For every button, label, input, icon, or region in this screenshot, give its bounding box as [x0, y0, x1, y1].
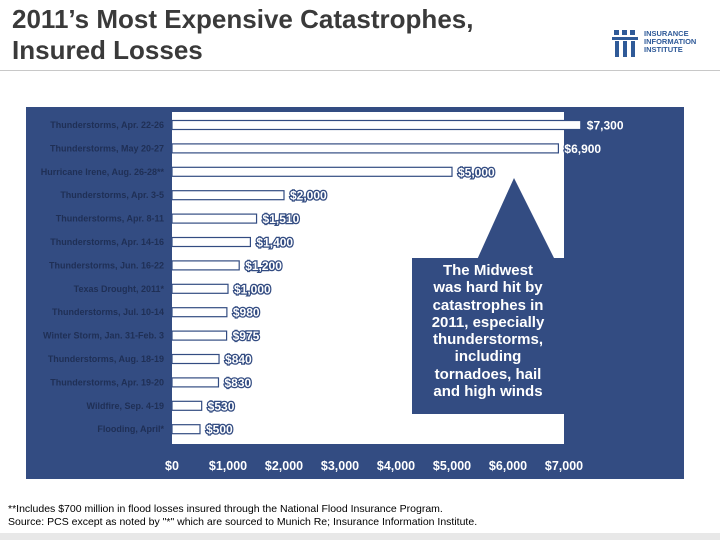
- slide-title: 2011’s Most Expensive Catastrophes, Insu…: [12, 4, 473, 66]
- bar: [171, 400, 203, 411]
- category-label: Wildfire, Sep. 4-19: [87, 401, 164, 411]
- bar: [171, 377, 220, 388]
- category-label: Thunderstorms, Apr. 14-16: [50, 237, 164, 247]
- bar: [171, 330, 228, 341]
- x-tick-label: $4,000: [377, 459, 415, 473]
- x-tick-label: $7,000: [545, 459, 583, 473]
- bar-value-label: $1,000: [234, 282, 271, 296]
- callout-line: and high winds: [433, 383, 543, 401]
- bar: [171, 283, 229, 294]
- category-label: Thunderstorms, Aug. 18-19: [48, 354, 164, 364]
- bar-value-label: $2,000: [290, 189, 327, 203]
- callout-annotation: The Midwest was hard hit by catastrophes…: [408, 262, 568, 400]
- bar-value-label: $980: [233, 306, 260, 320]
- callout-line: tornadoes, hail: [434, 365, 542, 383]
- x-tick-label: $6,000: [489, 459, 527, 473]
- category-label: Thunderstorms, Apr. 8-11: [56, 214, 164, 224]
- footnote-source: Source: PCS except as noted by "*" which…: [8, 516, 478, 528]
- bar-value-label: $5,000: [458, 165, 495, 179]
- callout-line: including: [454, 348, 522, 366]
- bar: [171, 236, 252, 248]
- bar: [171, 143, 559, 154]
- callout-line: 2011, especially: [431, 313, 545, 331]
- category-label: Hurricane Irene, Aug. 26-28**: [41, 167, 165, 177]
- bar: [171, 260, 240, 271]
- category-label: Thunderstorms, Jun. 16-22: [49, 260, 164, 270]
- bar-value-label: $6,900: [564, 142, 601, 156]
- x-tick-label: $3,000: [321, 459, 359, 473]
- x-ticks-group: $0 $1,000 $2,000 $3,000 $4,000 $5,000 $6,000 $7…: [165, 459, 583, 473]
- callout-line: The Midwest: [442, 262, 533, 279]
- bars-group: [171, 119, 582, 435]
- title-line-1: 2011’s Most Expensive Catastrophes,: [12, 4, 474, 34]
- bar: [171, 119, 582, 131]
- bar: [171, 166, 453, 177]
- bar-value-label: $500: [206, 423, 233, 437]
- bottom-band: [0, 533, 720, 540]
- logo-text: INSURANCE INFORMATION INSTITUTE: [644, 30, 696, 54]
- category-label: Thunderstorms, Apr. 3-5: [60, 190, 164, 200]
- logo-line-1: INSURANCE: [644, 29, 689, 38]
- callout-line: thunderstorms,: [432, 331, 543, 349]
- bar-value-label: $1,200: [245, 259, 282, 273]
- bar: [171, 353, 220, 365]
- category-label: Thunderstorms, Apr. 22-26: [50, 120, 164, 130]
- category-label: Thunderstorms, May 20-27: [50, 143, 164, 153]
- x-tick-label: $5,000: [433, 459, 471, 473]
- bar-value-label: $1,510: [263, 212, 300, 226]
- bar-value-label: $530: [208, 399, 235, 413]
- bar: [171, 213, 258, 224]
- category-label: Thunderstorms, Apr. 19-20: [50, 377, 164, 387]
- value-labels-group: $7,300 $6,900 $5,000 $2,000 $1,510 $1,400 $1,2…: [205, 117, 625, 438]
- category-labels-group: Thunderstorms, Apr. 22-26 Thunderstorms, …: [41, 120, 165, 434]
- x-tick-label: $0: [165, 459, 179, 473]
- x-tick-label: $1,000: [209, 459, 247, 473]
- callout-pointer: [476, 178, 556, 262]
- bar-value-label: $840: [225, 353, 252, 367]
- callout-box: [412, 258, 566, 414]
- callout-line: catastrophes in: [432, 296, 544, 314]
- bar-value-label: $1,400: [256, 236, 293, 250]
- bar: [171, 190, 285, 201]
- callout-line: was hard hit by: [433, 279, 543, 297]
- category-label: Flooding, April*: [97, 424, 164, 434]
- bar-value-label: $830: [224, 376, 251, 390]
- bar: [171, 424, 201, 435]
- category-label: Winter Storm, Jan. 31-Feb. 3: [43, 331, 164, 341]
- bar-value-label: $7,300: [587, 119, 624, 133]
- logo-line-2: INFORMATION: [644, 37, 697, 46]
- footnote-flood-note: **Includes $700 million in flood losses …: [8, 503, 443, 515]
- iii-logo-icon: [612, 30, 638, 57]
- footnote: **Includes $700 million in flood losses …: [8, 503, 477, 529]
- logo-line-3: INSTITUTE: [644, 45, 683, 54]
- bar: [171, 307, 228, 318]
- title-line-2: Insured Losses: [12, 35, 203, 65]
- category-label: Texas Drought, 2011*: [74, 284, 165, 294]
- category-label: Thunderstorms, Jul. 10-14: [52, 307, 164, 317]
- x-tick-label: $2,000: [265, 459, 303, 473]
- bar-value-label: $975: [233, 329, 260, 343]
- title-divider: [0, 70, 720, 71]
